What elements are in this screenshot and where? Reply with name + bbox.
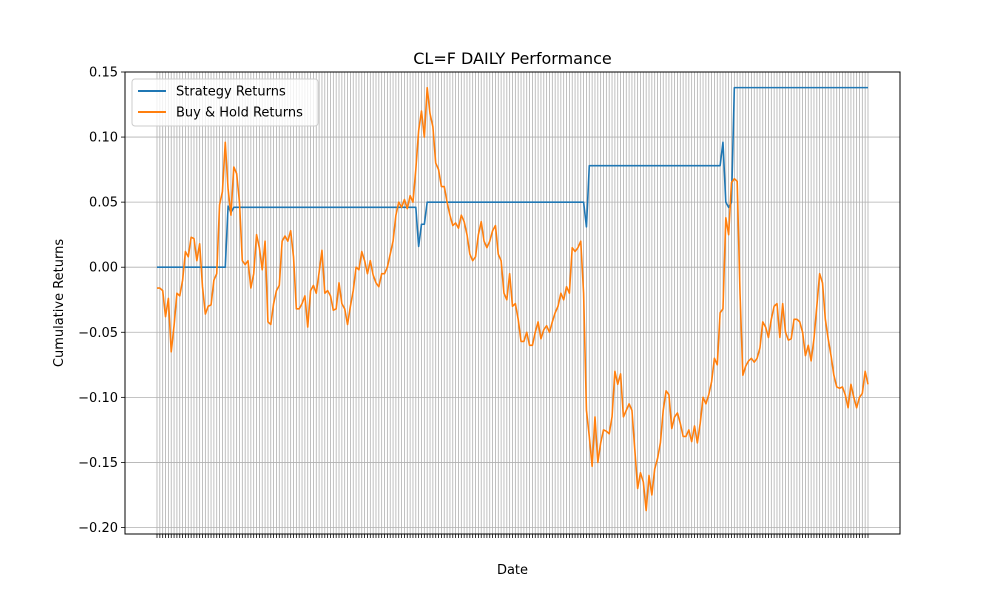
y-tick-label: −0.20 [78, 521, 118, 536]
x-axis-label: Date [497, 563, 528, 578]
legend-box [131, 78, 319, 127]
x-grid [156, 72, 869, 534]
legend-label-buy-hold: Buy & Hold Returns [176, 106, 303, 121]
y-tick-label: −0.15 [78, 456, 118, 471]
y-tick-label: 0.15 [89, 66, 118, 81]
x-ticks [156, 534, 869, 538]
chart-title: CL=F DAILY Performance [413, 49, 612, 68]
y-tick-label: 0.05 [89, 196, 118, 211]
legend-label-strategy: Strategy Returns [176, 85, 286, 100]
y-tick-label: 0.10 [89, 131, 118, 146]
series-line-buy-hold [157, 86, 869, 512]
y-tick-label: −0.05 [78, 326, 118, 341]
y-ticks: 0.15 0.10 0.05 0.00 −0.05 −0.10 −0.15 −0.20 [78, 66, 125, 536]
legend: Strategy Returns Buy & Hold Returns [131, 78, 319, 127]
y-tick-label: 0.00 [89, 261, 118, 276]
y-axis-label: Cumulative Returns [52, 239, 67, 367]
series-line-strategy [157, 86, 868, 269]
y-tick-label: −0.10 [78, 391, 118, 406]
series-layer [157, 86, 869, 512]
plot-area: 0.15 0.10 0.05 0.00 −0.05 −0.10 −0.15 −0.20 [78, 66, 901, 538]
